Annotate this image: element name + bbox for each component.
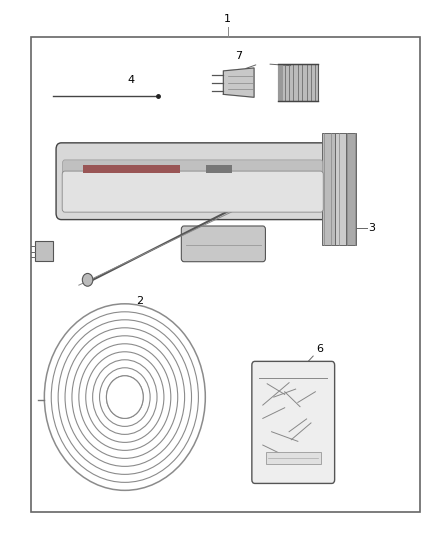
Bar (83, 165, 180, 173)
Bar (206, 165, 232, 173)
Polygon shape (223, 68, 254, 97)
Bar (346, 133, 356, 245)
Text: 4: 4 (128, 75, 135, 85)
FancyBboxPatch shape (62, 171, 323, 212)
Bar (335, 133, 347, 245)
Circle shape (82, 273, 93, 286)
Bar (278, 64, 283, 101)
Text: 5: 5 (272, 456, 279, 466)
Bar (278, 64, 318, 101)
Text: 3: 3 (368, 223, 375, 233)
Text: 7: 7 (235, 51, 242, 61)
Text: 1: 1 (224, 14, 231, 24)
FancyBboxPatch shape (181, 226, 265, 262)
Bar (322, 133, 335, 245)
Text: 2: 2 (137, 296, 144, 306)
Bar (31, 37, 420, 512)
Bar (266, 452, 321, 464)
FancyBboxPatch shape (252, 361, 335, 483)
Text: 6: 6 (316, 344, 323, 354)
Bar (35, 241, 53, 261)
FancyBboxPatch shape (56, 143, 329, 220)
Ellipse shape (106, 376, 143, 418)
FancyBboxPatch shape (63, 160, 323, 176)
